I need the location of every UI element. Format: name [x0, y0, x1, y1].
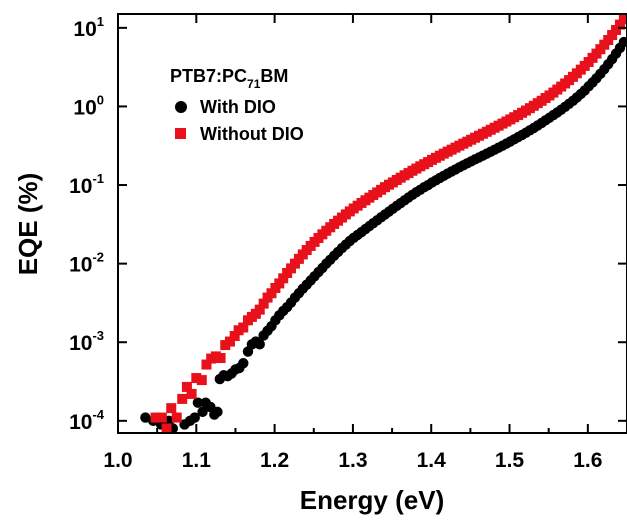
data-point-with-dio	[238, 358, 249, 369]
legend-label-without-dio: Without DIO	[200, 124, 304, 144]
series-layer	[140, 14, 627, 434]
x-tick-label: 1.3	[338, 449, 367, 472]
data-point-without-dio	[186, 388, 197, 399]
data-point-without-dio	[150, 412, 161, 423]
data-point-without-dio	[166, 403, 177, 414]
data-point-with-dio	[197, 406, 208, 418]
data-point-without-dio	[274, 278, 285, 289]
data-point-with-dio	[618, 36, 627, 48]
x-tick-label: 1.2	[260, 449, 289, 472]
data-point-with-dio	[140, 412, 151, 423]
legend: PTB7:PC71BM With DIO Without DIO	[170, 66, 304, 144]
data-point-without-dio	[181, 381, 192, 392]
data-point-without-dio	[171, 412, 182, 423]
y-tick-label: 10-4	[69, 407, 105, 434]
ticks-layer: 1.0 1.1 1.2 1.3 1.4 1.5 1.6 10-4 10-3 10-2 10-1 100…	[69, 14, 627, 472]
plot-frame	[117, 13, 627, 434]
x-tick-label: 1.5	[495, 449, 525, 472]
x-tick-label: 1.0	[103, 449, 132, 472]
data-point-without-dio	[177, 393, 188, 404]
x-axis-title: Energy (eV)	[300, 485, 445, 515]
data-point-with-dio	[189, 412, 200, 423]
legend-title: PTB7:PC71BM	[170, 66, 288, 91]
legend-marker-without-dio	[175, 128, 186, 139]
data-point-without-dio	[258, 298, 269, 309]
y-tick-label: 100	[73, 92, 104, 119]
y-tick-label: 101	[73, 14, 104, 41]
data-point-without-dio	[611, 24, 622, 35]
x-tick-label: 1.1	[182, 449, 212, 472]
x-tick-label: 1.6	[573, 449, 602, 472]
y-tick-label: 10-3	[69, 328, 104, 355]
data-point-with-dio	[192, 397, 204, 408]
data-point-without-dio	[201, 359, 212, 370]
data-point-without-dio	[215, 352, 226, 363]
legend-title-base: PTB7:PC	[170, 66, 247, 86]
data-point-without-dio	[224, 336, 235, 347]
data-point-without-dio	[238, 322, 249, 333]
data-point-with-dio	[254, 339, 265, 350]
data-point-without-dio	[278, 273, 289, 284]
y-tick-label: 10-2	[69, 250, 104, 277]
data-point-without-dio	[618, 14, 627, 25]
y-axis-title: EQE (%)	[13, 173, 43, 276]
data-point-without-dio	[156, 412, 167, 423]
data-point-with-dio	[212, 406, 223, 418]
legend-title-tail: BM	[260, 66, 288, 86]
data-point-without-dio	[266, 288, 277, 299]
legend-title-sub: 71	[247, 77, 261, 91]
data-point-without-dio	[607, 30, 618, 41]
x-tick-label: 1.4	[417, 449, 447, 472]
data-point-without-dio	[254, 304, 265, 315]
y-tick-label: 10-1	[69, 171, 104, 198]
data-point-without-dio	[614, 19, 625, 30]
data-point-without-dio	[229, 331, 240, 342]
data-point-without-dio	[191, 373, 202, 384]
data-point-without-dio	[161, 423, 172, 434]
legend-label-with-dio: With DIO	[200, 97, 276, 117]
data-point-without-dio	[196, 375, 207, 386]
legend-marker-with-dio	[175, 101, 187, 113]
